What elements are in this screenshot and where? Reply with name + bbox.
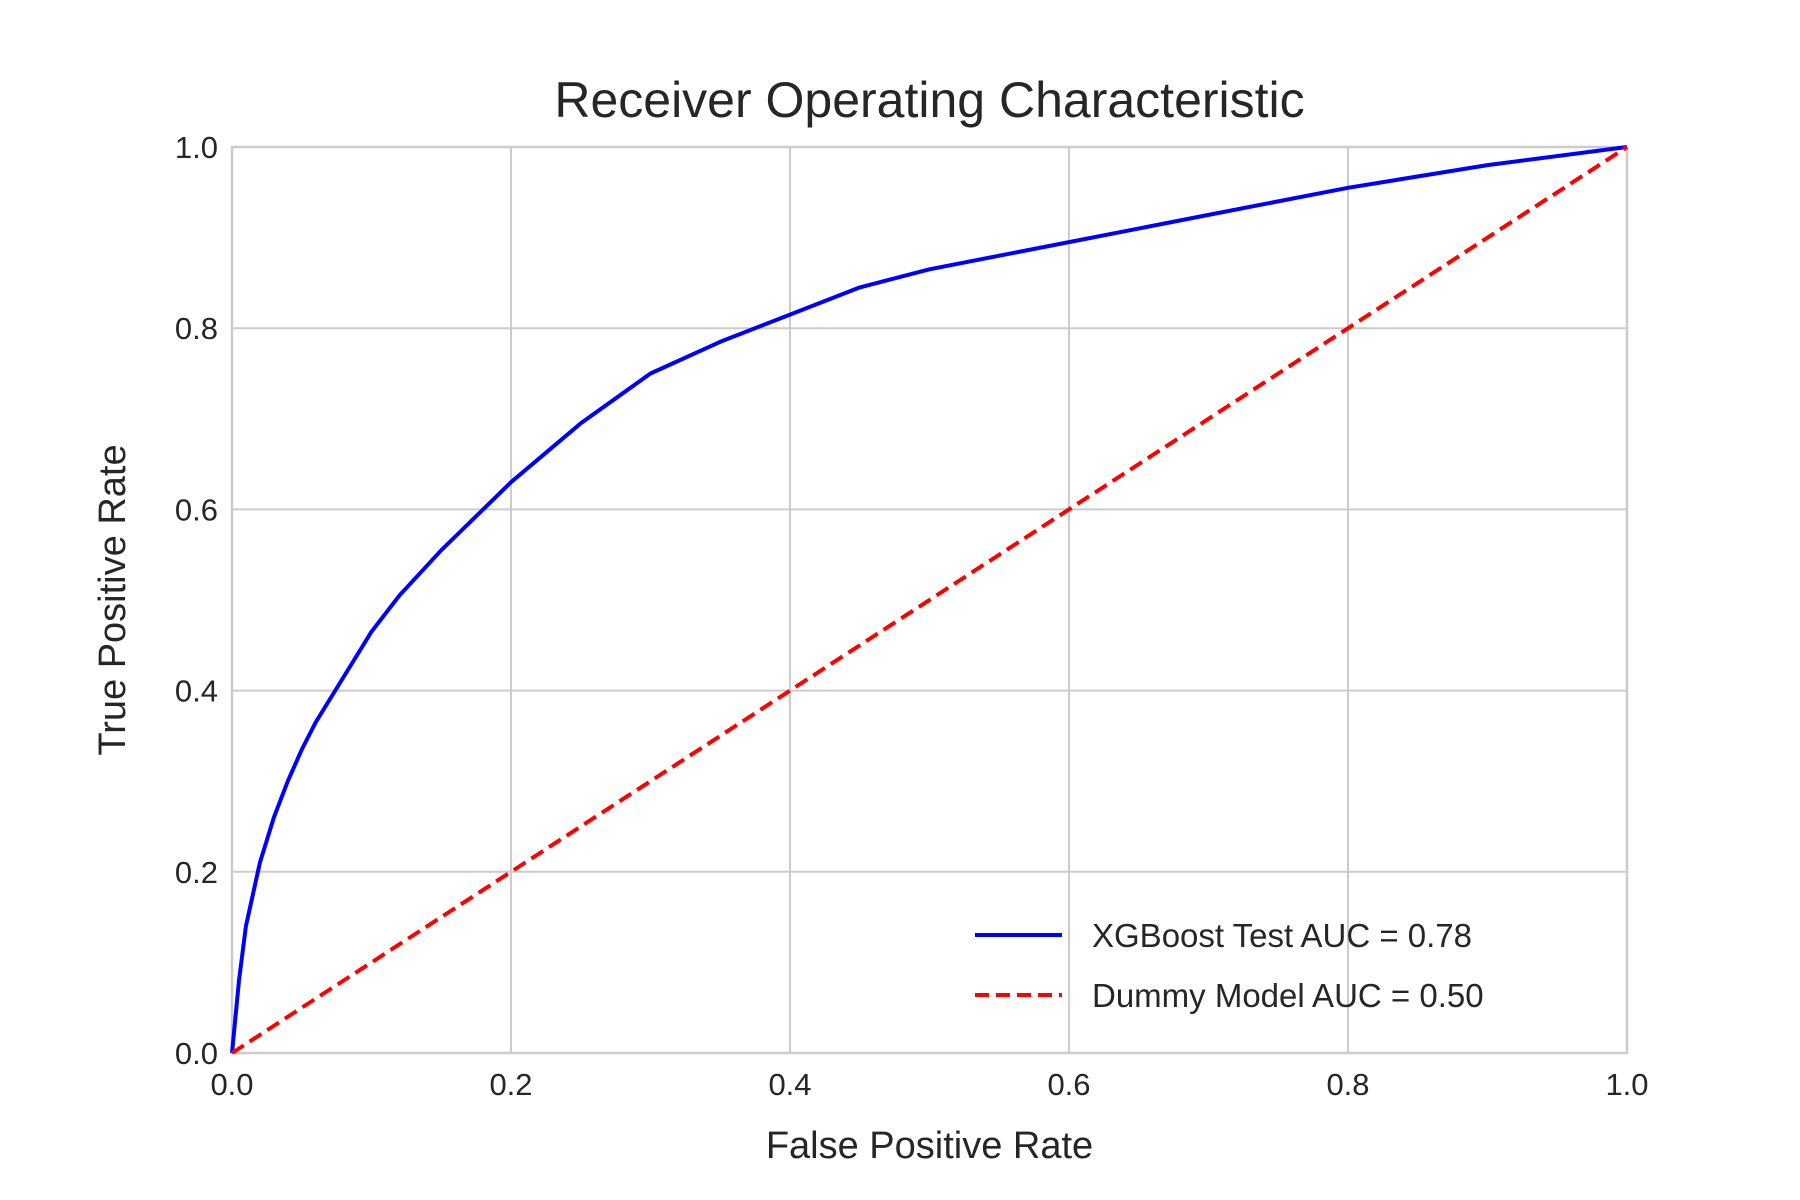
y-tick-label: 0.6 (175, 492, 218, 527)
y-tick-label: 0.8 (175, 311, 218, 346)
y-tick-label: 0.4 (175, 674, 218, 709)
y-axis-title: True Positive Rate (92, 444, 134, 755)
plot-frame (230, 145, 1629, 1055)
x-tick-label: 0.8 (1326, 1067, 1369, 1102)
dummy-model-line (230, 145, 1629, 1055)
xgboost-roc-line (230, 145, 1628, 1054)
x-tick-label: 0.4 (768, 1067, 811, 1102)
y-tick-label: 0.0 (175, 1036, 218, 1071)
tick-labels: 0.0 0.2 0.4 0.6 0.8 1.0 0.0 0.2 0.4 0.6 0.8 1.0 (175, 130, 1649, 1102)
x-tick-label: 0.6 (1047, 1067, 1090, 1102)
legend-label: Dummy Model AUC = 0.50 (1092, 977, 1484, 1014)
x-axis-title: False Positive Rate (766, 1125, 1093, 1167)
legend: XGBoost Test AUC = 0.78 Dummy Model AUC =… (975, 917, 1484, 1014)
x-tick-label: 1.0 (1605, 1067, 1648, 1102)
x-tick-label: 0.0 (210, 1067, 253, 1102)
series-layer (230, 145, 1629, 1055)
chart-title: Receiver Operating Characteristic (554, 72, 1304, 128)
y-tick-label: 0.2 (175, 855, 218, 890)
y-tick-label: 1.0 (175, 130, 218, 165)
x-tick-label: 0.2 (489, 1067, 532, 1102)
legend-label: XGBoost Test AUC = 0.78 (1092, 917, 1472, 954)
